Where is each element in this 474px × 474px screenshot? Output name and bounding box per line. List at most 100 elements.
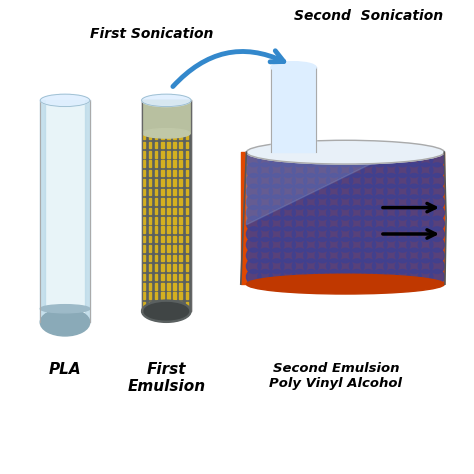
Ellipse shape (292, 227, 307, 241)
Ellipse shape (395, 184, 410, 199)
Ellipse shape (315, 206, 330, 220)
Bar (155, 113, 157, 120)
Ellipse shape (361, 216, 375, 231)
Ellipse shape (327, 248, 341, 263)
Ellipse shape (327, 216, 341, 231)
Bar (142, 100, 191, 311)
Bar (161, 170, 164, 176)
Bar (155, 142, 157, 148)
Ellipse shape (292, 173, 307, 188)
Bar (161, 264, 164, 271)
Ellipse shape (407, 248, 421, 263)
Bar (143, 151, 145, 157)
Ellipse shape (304, 248, 319, 263)
Bar (185, 292, 188, 299)
Ellipse shape (395, 206, 410, 220)
Ellipse shape (40, 305, 90, 313)
Ellipse shape (315, 237, 330, 252)
Bar (167, 160, 170, 167)
Bar (143, 283, 145, 290)
Bar (149, 208, 151, 214)
Ellipse shape (430, 195, 444, 210)
Ellipse shape (418, 259, 433, 273)
Bar (173, 273, 176, 280)
Bar (85, 100, 90, 322)
Ellipse shape (327, 152, 341, 167)
Ellipse shape (395, 259, 410, 273)
Bar (40, 100, 90, 322)
Ellipse shape (258, 173, 273, 188)
Bar (173, 151, 176, 157)
Ellipse shape (246, 206, 261, 220)
Ellipse shape (430, 227, 444, 241)
Bar (185, 255, 188, 261)
Bar (149, 179, 151, 186)
Bar (143, 189, 145, 195)
Ellipse shape (315, 184, 330, 199)
Ellipse shape (304, 206, 319, 220)
Bar (179, 227, 182, 233)
Ellipse shape (395, 152, 410, 167)
Ellipse shape (430, 206, 444, 220)
Bar (149, 273, 151, 280)
Bar (155, 236, 157, 242)
Bar (179, 292, 182, 299)
Ellipse shape (407, 237, 421, 252)
Bar (161, 227, 164, 233)
Ellipse shape (258, 152, 273, 167)
Ellipse shape (373, 152, 387, 167)
Ellipse shape (269, 216, 284, 231)
Bar (173, 142, 176, 148)
Ellipse shape (338, 163, 353, 177)
Ellipse shape (292, 195, 307, 210)
Ellipse shape (418, 152, 433, 167)
Bar (143, 302, 145, 309)
Bar (167, 113, 170, 120)
Bar (173, 170, 176, 176)
Bar (179, 236, 182, 242)
Ellipse shape (338, 237, 353, 252)
Bar (179, 198, 182, 205)
Bar (143, 227, 145, 233)
Ellipse shape (246, 152, 261, 167)
Ellipse shape (269, 152, 284, 167)
Bar (155, 227, 157, 233)
Ellipse shape (281, 248, 295, 263)
Ellipse shape (327, 173, 341, 188)
Text: First
Emulsion: First Emulsion (127, 362, 205, 394)
Ellipse shape (418, 195, 433, 210)
Bar (161, 179, 164, 186)
Bar (143, 142, 145, 148)
Ellipse shape (258, 248, 273, 263)
Bar (149, 302, 151, 309)
Bar (143, 160, 145, 167)
Ellipse shape (40, 309, 90, 336)
Ellipse shape (349, 184, 364, 199)
Bar (161, 151, 164, 157)
Bar (179, 151, 182, 157)
Ellipse shape (281, 184, 295, 199)
Ellipse shape (361, 173, 375, 188)
Bar (155, 273, 157, 280)
Bar (179, 245, 182, 252)
Bar (149, 198, 151, 205)
Bar (185, 189, 188, 195)
Ellipse shape (407, 184, 421, 199)
Bar (155, 245, 157, 252)
Bar (185, 113, 188, 120)
Ellipse shape (418, 163, 433, 177)
Bar (173, 292, 176, 299)
Ellipse shape (361, 184, 375, 199)
Ellipse shape (304, 237, 319, 252)
Ellipse shape (349, 195, 364, 210)
Ellipse shape (292, 248, 307, 263)
Bar (149, 255, 151, 261)
Bar (149, 227, 151, 233)
Ellipse shape (246, 163, 261, 177)
Bar (149, 236, 151, 242)
Ellipse shape (361, 227, 375, 241)
Ellipse shape (349, 163, 364, 177)
Ellipse shape (258, 206, 273, 220)
Bar (149, 283, 151, 290)
Bar (143, 273, 145, 280)
